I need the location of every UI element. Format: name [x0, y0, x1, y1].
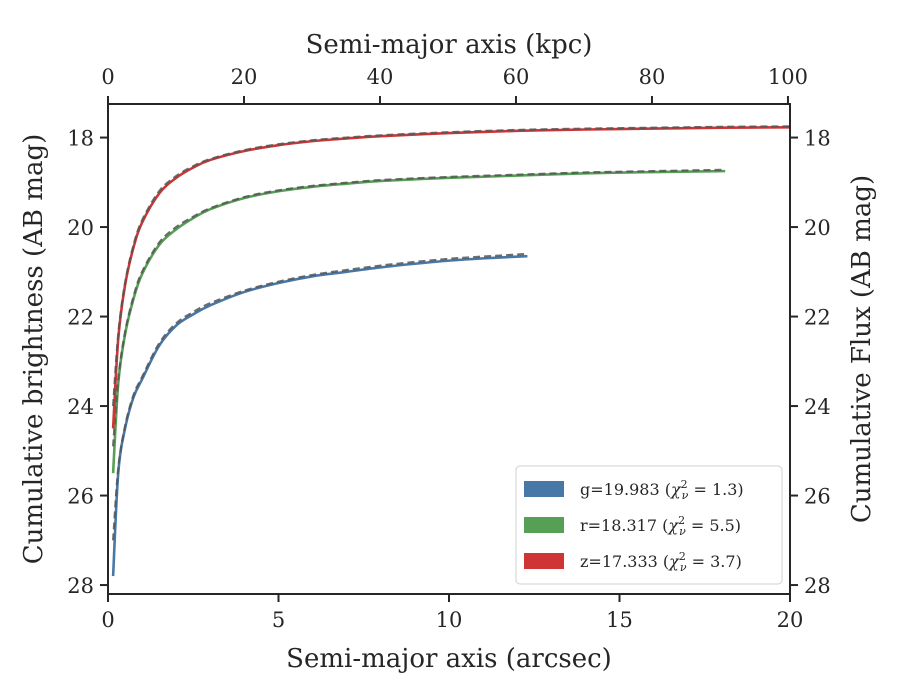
curves-layer [111, 125, 791, 577]
legend-label-z: z=17.333 (χ2 ν = 3.7) [580, 550, 742, 574]
right-y-tick-label: 26 [804, 485, 831, 509]
top-x-tick-label: 20 [231, 65, 258, 89]
y-tick-label: 22 [67, 306, 94, 330]
right-y-tick-label: 20 [804, 216, 831, 240]
top-x-axis-title: Semi-major axis (kpc) [306, 30, 593, 60]
legend-swatch-z [524, 553, 564, 569]
model-line-g [112, 252, 528, 541]
model-line-r [112, 168, 726, 447]
y-tick-label: 20 [67, 216, 94, 240]
x-axis-title: Semi-major axis (arcsec) [286, 644, 612, 674]
legend-label-g: g=19.983 (χ2 ν = 1.3) [580, 478, 744, 502]
right-y-tick-label: 18 [804, 127, 831, 151]
x-tick-label: 5 [272, 608, 285, 632]
top-x-tick-label: 80 [639, 65, 666, 89]
x-tick-label: 10 [436, 608, 463, 632]
x-tick-label: 15 [606, 608, 633, 632]
series-line-r [111, 169, 726, 474]
right-y-tick-label: 28 [804, 574, 831, 598]
x-tick-label: 20 [777, 608, 804, 632]
right-y-tick-label: 24 [804, 395, 831, 419]
top-x-tick-label: 40 [367, 65, 394, 89]
x-tick-label: 0 [101, 608, 114, 632]
legend: g=19.983 (χ2 ν = 1.3) r=18.317 (χ2 ν = 5.5)… [515, 465, 783, 585]
y-tick-label: 24 [67, 395, 94, 419]
y-tick-label: 18 [67, 127, 94, 151]
ticks-layer: 0 5 10 15 20 0 20 40 60 80 100 18 18 20 20 22 22 24 24 26 26… [67, 65, 830, 632]
right-y-tick-label: 22 [804, 306, 831, 330]
y-axis-title: Cumulative brightness (AB mag) [19, 134, 49, 565]
model-line-z [112, 125, 791, 407]
legend-box [515, 465, 783, 585]
top-x-tick-label: 0 [101, 65, 114, 89]
top-x-tick-label: 60 [503, 65, 530, 89]
legend-swatch-g [524, 481, 564, 497]
right-y-axis-title: Cumulative Flux (AB mag) [847, 175, 877, 523]
legend-label-r: r=18.317 (χ2 ν = 5.5) [580, 514, 741, 538]
legend-swatch-r [524, 517, 564, 533]
y-tick-label: 26 [67, 485, 94, 509]
series-line-g [111, 254, 528, 577]
y-tick-label: 28 [67, 574, 94, 598]
top-x-tick-label: 100 [768, 65, 808, 89]
